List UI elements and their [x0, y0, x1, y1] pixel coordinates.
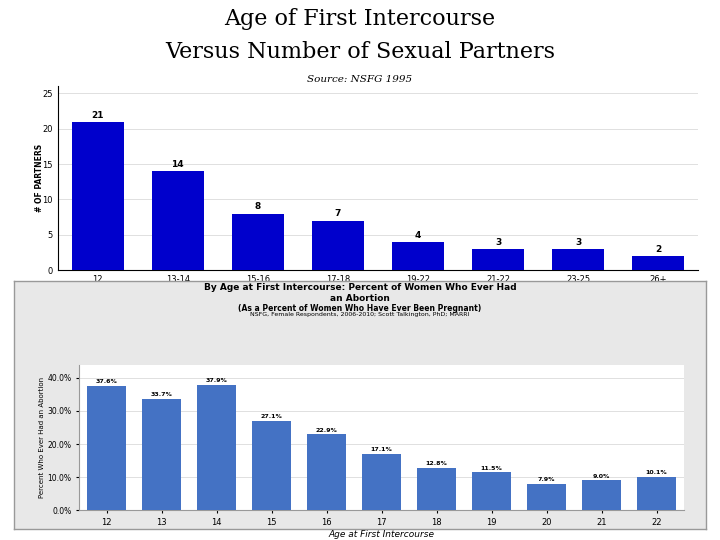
Text: 27.1%: 27.1% — [261, 414, 282, 419]
Text: 10.1%: 10.1% — [646, 470, 667, 475]
Bar — [552, 249, 604, 270]
Text: 14: 14 — [171, 160, 184, 169]
Text: By Age at First Intercourse: Percent of Women Who Ever Had: By Age at First Intercourse: Percent of … — [204, 284, 516, 293]
Text: an Abortion: an Abortion — [330, 294, 390, 303]
Text: 22.9%: 22.9% — [315, 428, 338, 433]
Text: 9.0%: 9.0% — [593, 474, 611, 479]
Text: 33.7%: 33.7% — [150, 392, 173, 397]
Bar — [362, 454, 401, 510]
Bar — [307, 434, 346, 510]
Text: (As a Percent of Women Who Have Ever Been Pregnant): (As a Percent of Women Who Have Ever Bee… — [238, 304, 482, 313]
Bar — [253, 421, 291, 510]
Bar — [582, 481, 621, 510]
X-axis label: Age at First Intercourse: Age at First Intercourse — [328, 530, 435, 539]
Bar — [197, 384, 236, 510]
Text: Source: NSFG 1995: Source: NSFG 1995 — [307, 75, 413, 84]
Text: 21: 21 — [91, 111, 104, 119]
Bar — [312, 220, 364, 270]
Text: 12.8%: 12.8% — [426, 461, 448, 466]
Bar — [87, 386, 126, 510]
Bar — [392, 242, 444, 270]
Bar — [472, 472, 510, 510]
Bar — [632, 256, 685, 270]
Text: 7: 7 — [335, 210, 341, 219]
Text: 4: 4 — [415, 231, 421, 240]
Text: 8: 8 — [255, 202, 261, 211]
Bar — [71, 122, 124, 270]
Text: 7.9%: 7.9% — [538, 477, 555, 482]
Bar — [143, 399, 181, 510]
Bar — [152, 171, 204, 270]
Bar — [527, 484, 566, 510]
Bar — [232, 213, 284, 270]
Text: 17.1%: 17.1% — [371, 447, 392, 452]
X-axis label: AGE OF FIRST VOLUNTARY SEXUAL INTERCOURSE: AGE OF FIRST VOLUNTARY SEXUAL INTERCOURS… — [272, 285, 484, 294]
Text: 3: 3 — [495, 238, 501, 247]
Text: 3: 3 — [575, 238, 581, 247]
Y-axis label: # OF PARTNERS: # OF PARTNERS — [35, 144, 44, 212]
Text: Versus Number of Sexual Partners: Versus Number of Sexual Partners — [165, 40, 555, 63]
Text: NSFG, Female Respondents, 2006-2010; Scott Talkington, PhD; MARRI: NSFG, Female Respondents, 2006-2010; Sco… — [251, 312, 469, 317]
Y-axis label: Percent Who Ever Had an Abortion: Percent Who Ever Had an Abortion — [39, 377, 45, 498]
Bar — [472, 249, 524, 270]
Text: 2: 2 — [655, 245, 662, 254]
Text: 37.9%: 37.9% — [206, 378, 228, 383]
Text: 37.6%: 37.6% — [96, 379, 117, 384]
Bar — [637, 477, 676, 510]
Text: 11.5%: 11.5% — [481, 465, 503, 470]
Text: Age of First Intercourse: Age of First Intercourse — [225, 8, 495, 30]
Bar — [418, 468, 456, 510]
